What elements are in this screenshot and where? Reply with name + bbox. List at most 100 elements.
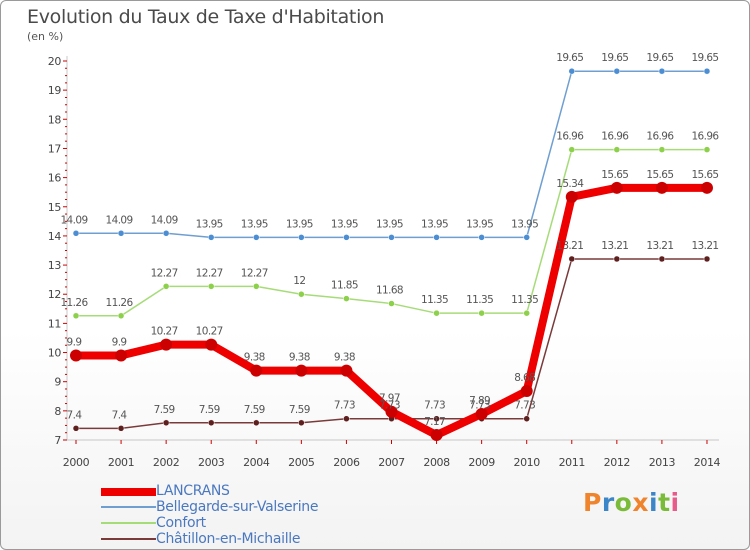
data-label-3-13: 13.21 xyxy=(646,240,673,252)
data-label-3-10: 7.73 xyxy=(514,400,535,412)
y-tick-label: 13 xyxy=(48,259,62,272)
data-label-3-12: 13.21 xyxy=(601,240,628,252)
legend-label-bellegarde: Bellegarde-sur-Valserine xyxy=(156,499,319,515)
data-point-1-10 xyxy=(523,234,530,241)
x-tick-label: 2011 xyxy=(559,456,585,469)
data-label-1-8: 13.95 xyxy=(421,218,448,230)
data-point-0-0 xyxy=(70,349,82,362)
logo-letter: i xyxy=(670,488,680,517)
data-point-3-12 xyxy=(613,255,621,263)
data-point-2-10 xyxy=(523,309,530,317)
data-point-0-6 xyxy=(340,364,353,377)
data-label-1-10: 13.95 xyxy=(511,218,538,230)
logo-letter: o xyxy=(614,488,633,517)
data-point-0-11 xyxy=(565,190,578,203)
x-tick-label: 2001 xyxy=(108,456,134,469)
data-label-0-11: 15.34 xyxy=(556,178,584,190)
data-point-2-11 xyxy=(568,146,576,153)
data-point-2-2 xyxy=(162,283,170,290)
data-point-2-13 xyxy=(658,146,666,153)
data-label-1-12: 19.65 xyxy=(601,52,628,64)
data-label-1-11: 19.65 xyxy=(556,52,583,64)
data-label-1-7: 13.95 xyxy=(376,218,403,230)
data-point-1-8 xyxy=(433,234,440,241)
data-label-3-4: 7.59 xyxy=(244,404,265,416)
data-point-1-11 xyxy=(568,67,576,75)
logo-letter: r xyxy=(601,488,615,517)
x-tick-label: 2013 xyxy=(649,456,676,469)
data-label-0-0: 9.9 xyxy=(67,336,82,348)
data-label-2-12: 16.96 xyxy=(601,131,629,143)
y-tick-label: 9 xyxy=(54,376,61,389)
y-tick-label: 11 xyxy=(48,317,61,330)
data-point-0-4 xyxy=(250,364,263,377)
data-point-3-1 xyxy=(117,425,125,432)
y-tick-label: 17 xyxy=(48,142,62,155)
data-label-3-0: 7.4 xyxy=(67,409,83,421)
data-point-1-3 xyxy=(207,234,215,241)
data-point-2-14 xyxy=(703,146,711,153)
data-label-0-6: 9.38 xyxy=(334,352,355,364)
data-point-1-14 xyxy=(703,67,711,75)
data-label-2-3: 12.27 xyxy=(196,267,223,279)
data-label-2-8: 11.35 xyxy=(421,294,448,306)
y-tick-label: 19 xyxy=(48,84,62,97)
data-label-1-13: 19.65 xyxy=(646,52,673,64)
series-line-1 xyxy=(75,70,708,239)
data-label-0-13: 15.65 xyxy=(646,169,673,181)
data-point-0-14 xyxy=(700,181,713,194)
logo-letter: t xyxy=(658,488,671,517)
data-label-0-7: 7.97 xyxy=(379,393,400,405)
data-point-2-1 xyxy=(117,312,125,320)
data-label-2-0: 11.26 xyxy=(60,297,88,309)
data-point-0-3 xyxy=(205,338,218,351)
data-point-2-5 xyxy=(298,290,305,298)
data-label-3-1: 7.4 xyxy=(112,409,128,421)
data-label-0-12: 15.65 xyxy=(601,169,628,181)
legend-swatch-chatillon xyxy=(101,538,156,540)
legend-item-confort: Confort xyxy=(101,515,401,531)
data-point-3-2 xyxy=(162,419,170,427)
data-point-2-0 xyxy=(72,312,80,320)
x-tick-label: 2010 xyxy=(513,456,540,469)
data-label-3-9: 7.73 xyxy=(469,400,490,412)
data-point-3-0 xyxy=(72,425,80,432)
data-point-0-10 xyxy=(520,385,533,398)
data-label-0-4: 9.38 xyxy=(244,352,265,364)
data-label-1-0: 14.09 xyxy=(60,214,87,226)
y-tick-label: 18 xyxy=(48,113,62,126)
data-label-2-4: 12.27 xyxy=(241,267,268,279)
data-label-1-2: 14.09 xyxy=(151,214,178,226)
data-point-3-4 xyxy=(253,419,260,427)
data-point-1-1 xyxy=(117,230,125,237)
legend-label-chatillon: Châtillon-en-Michaille xyxy=(156,531,301,547)
data-label-1-4: 13.95 xyxy=(241,218,268,230)
x-tick-label: 2009 xyxy=(468,456,495,469)
data-label-2-6: 11.85 xyxy=(331,280,358,292)
data-point-3-8 xyxy=(433,415,440,422)
data-label-2-7: 11.68 xyxy=(376,285,403,297)
data-point-1-7 xyxy=(388,234,395,241)
data-point-3-14 xyxy=(703,255,711,263)
data-label-1-14: 19.65 xyxy=(691,52,718,64)
data-label-2-10: 11.35 xyxy=(511,294,538,306)
data-point-1-13 xyxy=(658,67,666,75)
data-point-3-3 xyxy=(207,419,215,427)
data-point-1-4 xyxy=(253,234,260,241)
x-tick-label: 2014 xyxy=(694,456,721,469)
data-label-0-3: 10.27 xyxy=(196,326,223,338)
x-tick-label: 2000 xyxy=(63,456,90,469)
data-point-2-9 xyxy=(478,309,485,317)
data-label-2-9: 11.35 xyxy=(466,294,493,306)
legend-item-bellegarde: Bellegarde-sur-Valserine xyxy=(101,499,401,515)
y-tick-label: 10 xyxy=(48,347,62,360)
data-label-3-8: 7.73 xyxy=(424,400,445,412)
legend-swatch-bellegarde xyxy=(101,506,156,508)
data-point-2-3 xyxy=(207,283,215,290)
data-label-2-14: 16.96 xyxy=(691,131,719,143)
unit-label: (en %) xyxy=(27,30,64,43)
data-label-1-1: 14.09 xyxy=(106,214,133,226)
data-label-3-14: 13.21 xyxy=(691,240,718,252)
logo-letter: P xyxy=(583,488,602,517)
